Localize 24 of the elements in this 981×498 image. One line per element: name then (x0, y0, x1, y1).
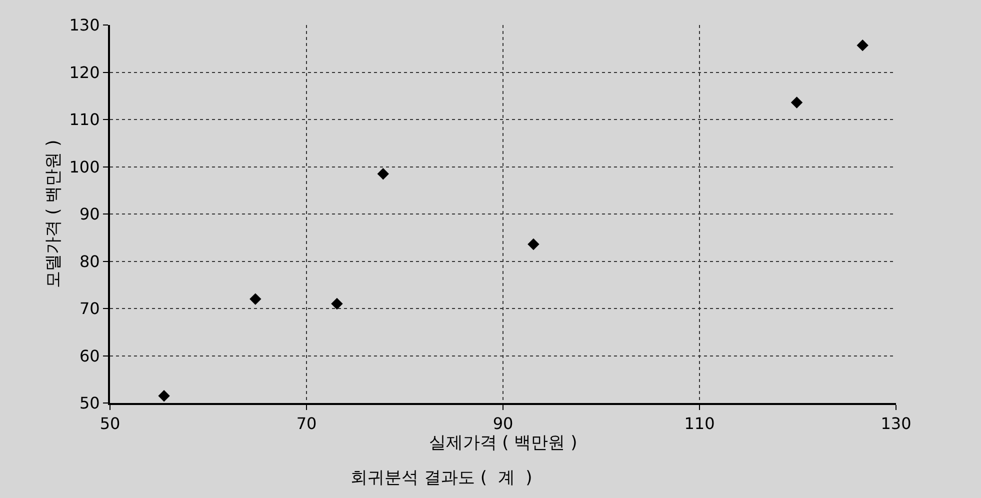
x-tick-label: 130 (880, 414, 912, 434)
y-tick-label: 100 (69, 157, 100, 176)
y-axis-title: 모델가격 ( 백만원 ) (43, 140, 64, 288)
point (250, 293, 262, 305)
y-tick-label: 70 (79, 299, 100, 318)
y-tick-label: 60 (79, 346, 100, 366)
y-tick-label: 50 (79, 394, 100, 413)
point (331, 298, 343, 310)
x-tick-label: 110 (684, 414, 715, 434)
y-tick-label: 80 (79, 252, 100, 271)
x-tick-label: 70 (296, 414, 317, 434)
x-tick-label: 90 (492, 414, 514, 434)
point (856, 39, 868, 52)
x-axis-title: 실제가격 ( 백만원 ) (428, 433, 578, 454)
y-tick-label: 120 (69, 62, 100, 82)
x-tick-label: 50 (100, 414, 120, 434)
y-tick-label: 90 (79, 204, 100, 224)
y-tick-label: 110 (69, 110, 100, 130)
point (158, 390, 170, 402)
point (790, 96, 803, 108)
point (528, 238, 540, 250)
text: 회귀분석 결과도 ( 계 ) (350, 468, 532, 488)
y-tick-label: 130 (69, 16, 100, 35)
point (377, 168, 389, 180)
